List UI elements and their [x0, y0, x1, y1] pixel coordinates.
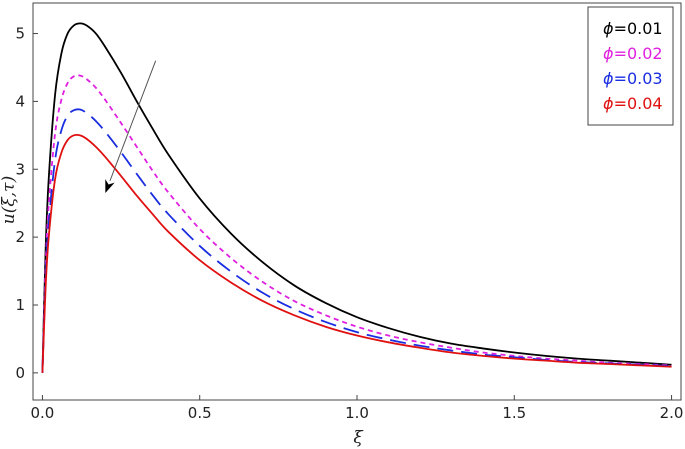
y-axis-label: u(ξ,τ)	[0, 176, 19, 224]
legend-symbol-1: ϕ	[603, 19, 614, 38]
x-tick-label-2: 1.0	[345, 404, 369, 422]
legend-entry-3: ϕ=0.03	[603, 69, 663, 88]
series-layer	[41, 22, 672, 373]
x-axis-ticks: 0.0 0.5 1.0 1.5 2.0	[31, 395, 684, 422]
legend-symbol-4: ϕ	[603, 94, 614, 113]
y-tick-label-3: 3	[15, 160, 25, 178]
legend-value-1: =0.01	[614, 19, 663, 38]
series-line-3	[41, 108, 672, 373]
y-tick-label-5: 5	[15, 25, 25, 43]
series-line-4	[41, 133, 672, 373]
x-tick-label-3: 1.5	[502, 404, 526, 422]
legend-value-2: =0.02	[614, 44, 663, 63]
x-tick-label-0: 0.0	[31, 404, 55, 422]
legend-entry-4: ϕ=0.04	[603, 94, 663, 113]
legend: ϕ=0.01 ϕ=0.02 ϕ=0.03 ϕ=0.04	[587, 6, 674, 126]
x-tick-label-1: 0.5	[188, 404, 212, 422]
y-tick-label-1: 1	[15, 296, 25, 314]
legend-box	[587, 6, 674, 126]
y-axis-ticks: 0 1 2 3 4 5	[15, 25, 38, 382]
plot-frame	[32, 2, 682, 401]
series-line-2	[41, 74, 672, 373]
y-tick-label-2: 2	[15, 228, 25, 246]
legend-entry-1: ϕ=0.01	[603, 19, 663, 38]
legend-value-4: =0.04	[614, 94, 663, 113]
series-line-1	[41, 22, 672, 373]
x-axis-label: ξ	[353, 428, 364, 448]
legend-symbol-3: ϕ	[603, 69, 614, 88]
trend-arrow-shaft	[109, 60, 157, 182]
legend-entry-2: ϕ=0.02	[603, 44, 663, 63]
legend-symbol-2: ϕ	[603, 44, 614, 63]
x-tick-label-4: 2.0	[660, 404, 684, 422]
trend-arrow	[105, 60, 157, 194]
y-tick-label-4: 4	[15, 92, 25, 110]
y-tick-label-0: 0	[15, 364, 25, 382]
trend-arrow-head	[105, 179, 115, 194]
legend-value-3: =0.03	[614, 69, 663, 88]
